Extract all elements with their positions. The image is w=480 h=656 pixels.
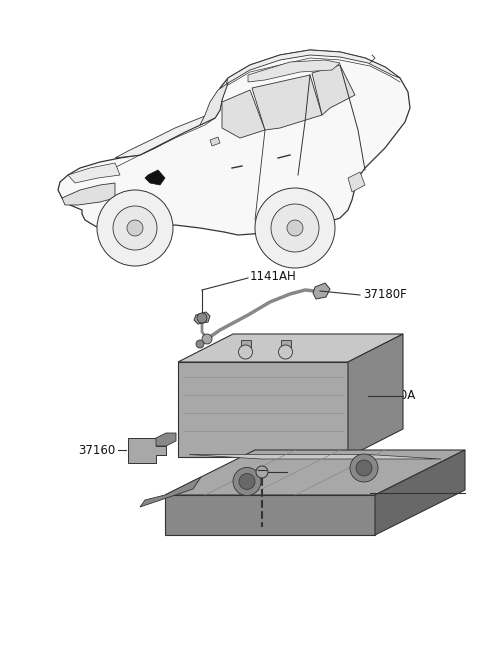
Polygon shape [348, 334, 403, 457]
Circle shape [127, 220, 143, 236]
Polygon shape [178, 334, 403, 362]
Polygon shape [375, 450, 465, 535]
Circle shape [97, 190, 173, 266]
Polygon shape [156, 433, 176, 446]
Text: 37180F: 37180F [363, 289, 407, 302]
Circle shape [202, 334, 212, 344]
Polygon shape [165, 495, 375, 535]
Circle shape [278, 345, 292, 359]
Polygon shape [200, 83, 228, 125]
Polygon shape [115, 110, 220, 158]
Polygon shape [222, 50, 400, 100]
Circle shape [196, 340, 204, 348]
Polygon shape [240, 340, 251, 350]
Circle shape [239, 345, 252, 359]
Circle shape [197, 313, 207, 323]
Polygon shape [210, 137, 220, 146]
Polygon shape [194, 312, 210, 324]
Circle shape [256, 466, 268, 478]
Circle shape [350, 454, 378, 482]
Circle shape [233, 468, 261, 495]
Text: 37160: 37160 [78, 443, 115, 457]
Polygon shape [312, 65, 355, 115]
Polygon shape [58, 50, 410, 235]
Polygon shape [313, 283, 330, 299]
Circle shape [287, 220, 303, 236]
Polygon shape [145, 170, 165, 185]
Polygon shape [68, 163, 120, 183]
Circle shape [255, 188, 335, 268]
Circle shape [239, 474, 255, 489]
Polygon shape [178, 362, 348, 457]
Polygon shape [165, 450, 465, 495]
Polygon shape [222, 90, 265, 138]
Polygon shape [62, 183, 115, 205]
Polygon shape [280, 340, 290, 350]
Text: 1125AC: 1125AC [289, 466, 335, 478]
Polygon shape [128, 438, 166, 463]
Polygon shape [189, 455, 441, 459]
Polygon shape [252, 75, 322, 130]
Circle shape [113, 206, 157, 250]
Text: 37150: 37150 [373, 486, 410, 499]
Text: 1141AH: 1141AH [250, 270, 297, 283]
Polygon shape [348, 172, 365, 192]
Polygon shape [140, 477, 201, 507]
Circle shape [356, 460, 372, 476]
Polygon shape [248, 60, 340, 82]
Circle shape [271, 204, 319, 252]
Text: 37110A: 37110A [370, 389, 415, 402]
